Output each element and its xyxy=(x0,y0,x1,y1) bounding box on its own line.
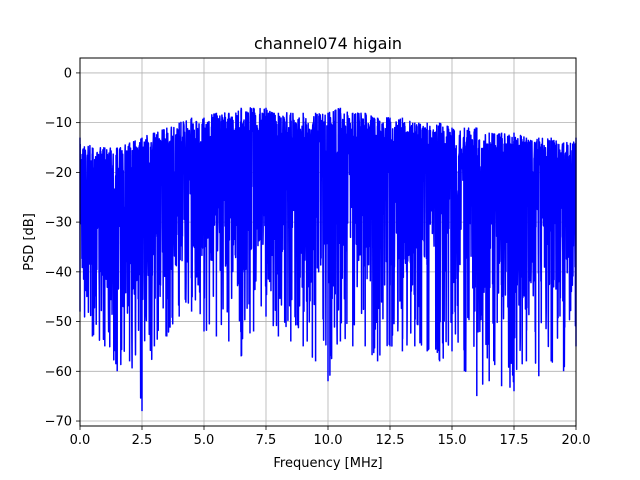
psd-series-line xyxy=(79,107,577,412)
y-tick-label: −60 xyxy=(45,365,72,380)
x-tick-label: 7.5 xyxy=(256,433,277,448)
y-tick-label: −30 xyxy=(45,216,72,231)
y-tick-label: −50 xyxy=(45,315,72,330)
x-tick-label: 17.5 xyxy=(500,433,529,448)
x-tick-label: 10.0 xyxy=(314,433,343,448)
x-axis-label: Frequency [MHz] xyxy=(273,456,382,471)
chart-title: channel074 higain xyxy=(254,34,402,53)
x-tick-label: 15.0 xyxy=(438,433,467,448)
x-tick-label: 12.5 xyxy=(376,433,405,448)
x-tick-label: 20.0 xyxy=(562,433,591,448)
y-tick-label: −40 xyxy=(45,265,72,280)
x-tick-label: 2.5 xyxy=(132,433,153,448)
y-tick-label: −10 xyxy=(45,116,72,131)
x-tick-label: 5.0 xyxy=(194,433,215,448)
y-tick-label: 0 xyxy=(64,66,72,81)
y-tick-label: −70 xyxy=(45,415,72,430)
x-axis-ticks: 0.0 2.5 5.0 7.5 10.0 12.5 15.0 17.5 20.0 xyxy=(70,426,591,448)
data-layer xyxy=(79,107,577,412)
x-tick-label: 0.0 xyxy=(70,433,91,448)
y-axis-ticks: 0 −10 −20 −30 −40 −50 −60 −70 xyxy=(45,66,80,430)
y-tick-label: −20 xyxy=(45,166,72,181)
y-axis-label: PSD [dB] xyxy=(22,213,37,271)
